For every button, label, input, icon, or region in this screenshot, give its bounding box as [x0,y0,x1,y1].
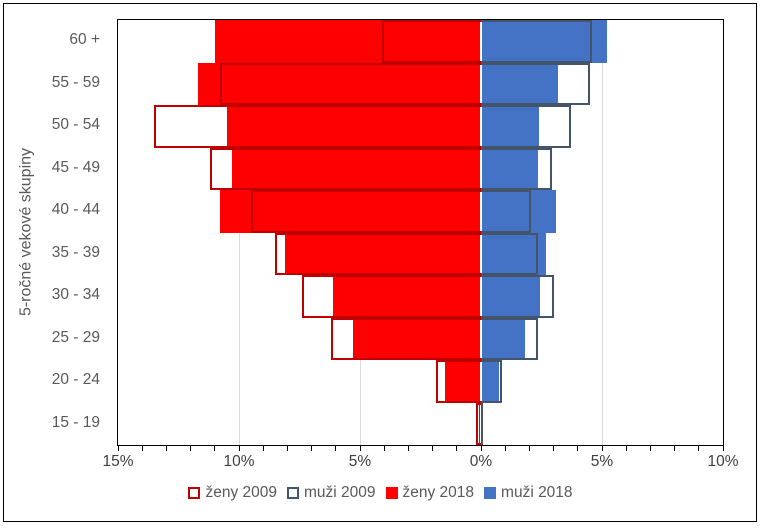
bar-muzi-2018 [481,147,538,190]
bar-zeny-2009 [301,275,481,318]
x-axis-tick-label: 10% [707,453,739,470]
bar-zeny-2009 [251,190,481,233]
bar-zeny-2018 [197,62,481,105]
bar-zeny-2009 [219,62,481,105]
y-axis-category-label: 15 - 19 [51,413,100,431]
x-axis-tick [238,446,240,451]
x-axis-tick [674,446,676,451]
bar-muzi-2018 [481,190,557,233]
bar-muzi-2018 [481,317,525,360]
bar-zeny-2009 [436,360,481,403]
x-axis-tick [577,446,579,451]
x-axis-tick [141,446,143,451]
x-axis-tick [601,446,603,451]
bar-zeny-2018 [333,275,481,318]
x-axis-tick [528,446,530,451]
x-axis-tick [480,446,482,451]
x-axis-tick [553,446,555,451]
x-axis-tick [311,446,313,451]
x-axis-tick-label: 15% [102,453,134,470]
x-axis-tick [383,446,385,451]
legend: ženy 2009 muži 2009 ženy 2018 muži 2018 [0,481,761,505]
bar-zeny-2009 [209,147,481,190]
legend-swatch-filled [385,487,398,499]
y-axis-category-label: 50 - 54 [51,116,100,133]
bar-muzi-2018 [481,232,547,275]
bar-zeny-2009 [476,402,481,445]
bar-muzi-2009 [481,317,538,360]
bar-zeny-2018 [444,360,481,403]
y-axis-category-label: 35 - 39 [51,243,100,261]
x-axis-tick [649,446,651,451]
y-axis-category-label: 40 - 44 [51,201,100,218]
bar-muzi-2009 [481,232,538,275]
legend-item-muzi-2009: muži 2009 [286,484,376,502]
bar-zeny-2009 [154,105,481,148]
bar-zeny-2018 [219,190,481,233]
chart-border [3,3,757,522]
x-axis-tick-label: 5% [348,453,372,470]
x-axis-tick [698,446,700,451]
x-axis-tick [407,446,409,451]
y-axis-category-label: 30 - 34 [51,286,100,303]
bar-muzi-2018 [481,20,607,63]
y-axis-category-label: 45 - 49 [51,158,100,176]
bar-zeny-2009 [381,20,481,63]
legend-label: muži 2009 [303,484,376,501]
y-axis-category-label: 60 + [69,31,100,48]
bar-muzi-2009 [481,20,593,63]
y-axis-category-label: 25 - 29 [51,328,100,346]
x-axis-tick [190,446,192,451]
legend-label: ženy 2009 [205,484,277,501]
legend-item-zeny-2009: ženy 2009 [188,484,277,502]
x-axis-tick-label: 5% [590,453,614,470]
bar-muzi-2018 [481,62,559,105]
x-axis-tick [117,446,119,451]
x-axis-tick [335,446,337,451]
x-axis-tick [165,446,167,451]
gridline [239,20,240,445]
bar-muzi-2009 [481,105,571,148]
legend-swatch-filled [484,487,497,499]
x-axis-tick [286,446,288,451]
bar-zeny-2009 [330,317,481,360]
bar-zeny-2018 [231,147,481,190]
bar-muzi-2009 [481,275,554,318]
x-axis-tick [262,446,264,451]
bar-muzi-2009 [481,402,484,445]
x-axis-tick [722,446,724,451]
legend-item-muzi-2018: muži 2018 [484,484,573,502]
y-axis-category-label: 20 - 24 [51,371,100,388]
x-axis-tick [456,446,458,451]
x-axis-tick [214,446,216,451]
x-axis-tick [504,446,506,451]
bar-muzi-2018 [481,275,541,318]
x-axis-tick-label: 10% [223,453,255,470]
legend-item-zeny-2018: ženy 2018 [385,484,475,502]
x-axis-tick [432,446,434,451]
bar-zeny-2009 [275,232,481,275]
bar-muzi-2018 [481,360,500,403]
x-axis-tick-label: 0% [469,453,493,470]
bar-muzi-2018 [481,105,540,148]
bar-zeny-2018 [478,402,481,445]
gridline [602,20,603,445]
bar-zeny-2018 [284,232,481,275]
bar-muzi-2009 [481,360,502,403]
legend-label: muži 2018 [501,484,573,501]
bar-muzi-2009 [481,190,531,233]
y-axis-category-label: 55 - 59 [51,73,100,91]
bar-zeny-2018 [214,20,481,63]
x-axis-tick [359,446,361,451]
plot-area [117,19,724,446]
legend-label: ženy 2018 [402,484,475,501]
bar-zeny-2018 [352,317,481,360]
bar-muzi-2009 [481,62,590,105]
bar-muzi-2009 [481,147,553,190]
bar-zeny-2018 [226,105,481,148]
legend-swatch-outlined [286,487,299,499]
legend-swatch-outlined [188,487,201,499]
x-axis-tick [625,446,627,451]
